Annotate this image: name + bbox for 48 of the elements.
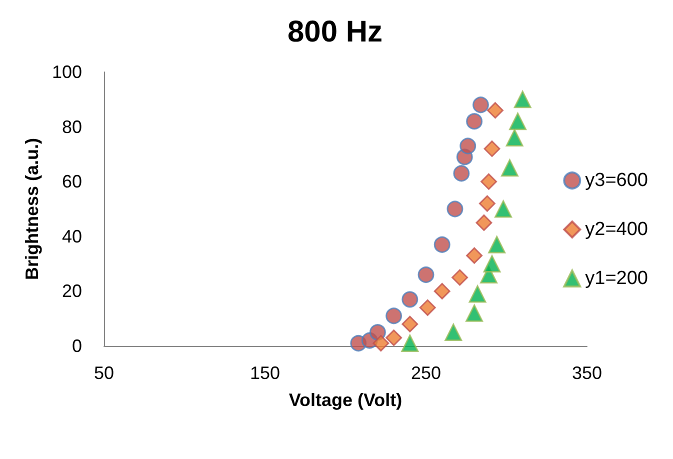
point bbox=[372, 335, 390, 352]
point bbox=[453, 165, 470, 182]
point bbox=[434, 236, 450, 253]
y-tick-label: 20 bbox=[62, 281, 82, 302]
point bbox=[386, 330, 402, 346]
point bbox=[434, 282, 450, 300]
x-tick-label: 250 bbox=[410, 363, 442, 383]
y-tick-label: 0 bbox=[72, 336, 82, 356]
point bbox=[466, 113, 483, 130]
point bbox=[401, 334, 419, 352]
chart-title: 800 Hz bbox=[287, 16, 383, 48]
legend-label: y2=400 bbox=[585, 219, 648, 240]
y-tick-label: 60 bbox=[62, 172, 82, 192]
point bbox=[466, 247, 483, 264]
x-axis-title: Voltage (Volt) bbox=[288, 390, 402, 410]
point bbox=[472, 96, 489, 114]
y-axis-title: Brightness (a.u.) bbox=[22, 138, 42, 280]
legend-label: y3=600 bbox=[585, 170, 648, 191]
point bbox=[466, 304, 484, 322]
legend-label: y1=200 bbox=[585, 268, 648, 289]
point bbox=[418, 266, 434, 284]
point bbox=[402, 291, 418, 308]
point bbox=[484, 140, 500, 157]
point bbox=[509, 112, 527, 130]
point bbox=[444, 324, 462, 342]
point bbox=[460, 138, 476, 154]
point bbox=[386, 308, 402, 324]
point bbox=[480, 173, 498, 190]
point bbox=[486, 102, 504, 119]
y-tick-label: 40 bbox=[62, 226, 82, 246]
point bbox=[478, 195, 496, 212]
x-tick-label: 350 bbox=[572, 363, 602, 383]
point bbox=[488, 236, 506, 254]
y-tick-label: 80 bbox=[62, 116, 82, 137]
point bbox=[446, 200, 464, 218]
point bbox=[483, 255, 501, 273]
point bbox=[514, 90, 532, 108]
point bbox=[476, 214, 492, 231]
x-tick-label: 50 bbox=[94, 363, 114, 383]
point bbox=[452, 269, 468, 286]
y-tick-label: 100 bbox=[52, 62, 82, 82]
point bbox=[494, 200, 512, 218]
point bbox=[402, 316, 418, 332]
point bbox=[468, 285, 486, 303]
point bbox=[506, 129, 524, 147]
point bbox=[500, 159, 518, 177]
x-tick-label: 150 bbox=[250, 363, 280, 383]
point bbox=[419, 299, 436, 316]
